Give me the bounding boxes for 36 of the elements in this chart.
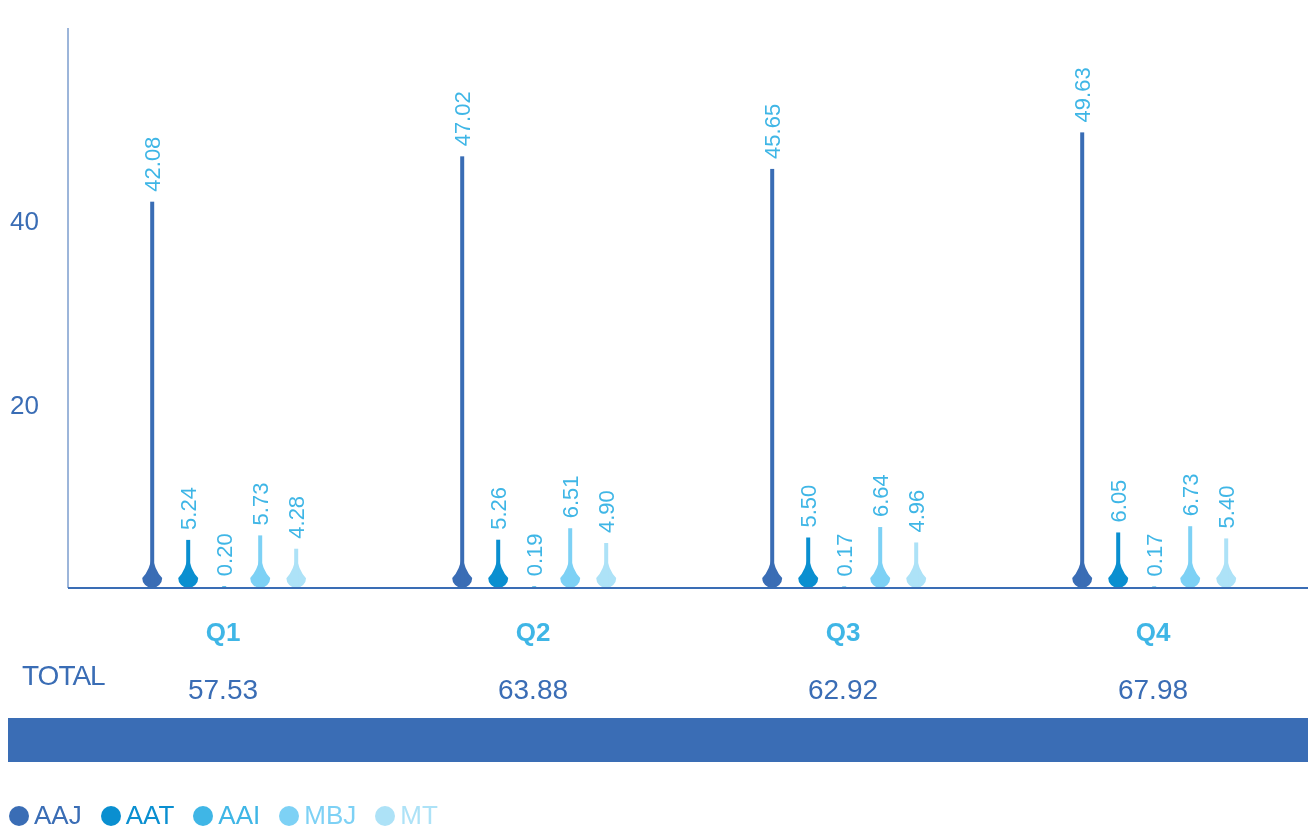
legend-label: MBJ xyxy=(303,800,357,828)
total-label: 67.98 xyxy=(1117,674,1189,705)
legend-label: AAI xyxy=(217,800,261,828)
x-tick-label: Q2 xyxy=(515,617,551,647)
data-label: 6.05 xyxy=(1105,479,1131,523)
data-label: 47.02 xyxy=(449,91,475,147)
legend-label: MT xyxy=(399,800,438,828)
data-label: 4.96 xyxy=(903,489,929,533)
data-label: 6.51 xyxy=(557,475,583,519)
data-label: 0.17 xyxy=(1141,533,1167,577)
y-tick-label: 20 xyxy=(10,389,39,420)
data-label: 6.64 xyxy=(867,474,893,518)
data-label: 4.90 xyxy=(593,490,619,534)
data-label: 4.28 xyxy=(283,495,309,539)
data-label: 42.08 xyxy=(139,136,165,192)
data-label: 0.17 xyxy=(831,533,857,577)
total-label: 57.53 xyxy=(187,674,259,705)
x-tick-label: Q3 xyxy=(825,617,861,647)
data-label: 5.24 xyxy=(175,487,201,530)
total-label: 63.88 xyxy=(497,674,569,705)
data-label: 5.40 xyxy=(1213,485,1239,529)
legend-label: AAJ xyxy=(33,800,82,828)
data-label: 0.19 xyxy=(521,533,547,577)
data-label: 49.63 xyxy=(1069,67,1095,123)
data-label: 5.50 xyxy=(795,484,821,528)
total-label: 62.92 xyxy=(807,674,879,705)
legend-label: AAT xyxy=(124,800,175,828)
x-tick-label: Q1 xyxy=(205,617,241,647)
text: TOTAL xyxy=(22,660,105,692)
x-tick-label: Q4 xyxy=(1135,617,1171,647)
y-tick-label: 40 xyxy=(10,206,39,237)
data-label: 5.26 xyxy=(485,486,511,530)
data-label: 6.73 xyxy=(1177,473,1203,517)
data-label: 45.65 xyxy=(759,103,785,159)
data-label: 5.73 xyxy=(247,482,273,526)
data-label: 0.20 xyxy=(211,533,237,577)
